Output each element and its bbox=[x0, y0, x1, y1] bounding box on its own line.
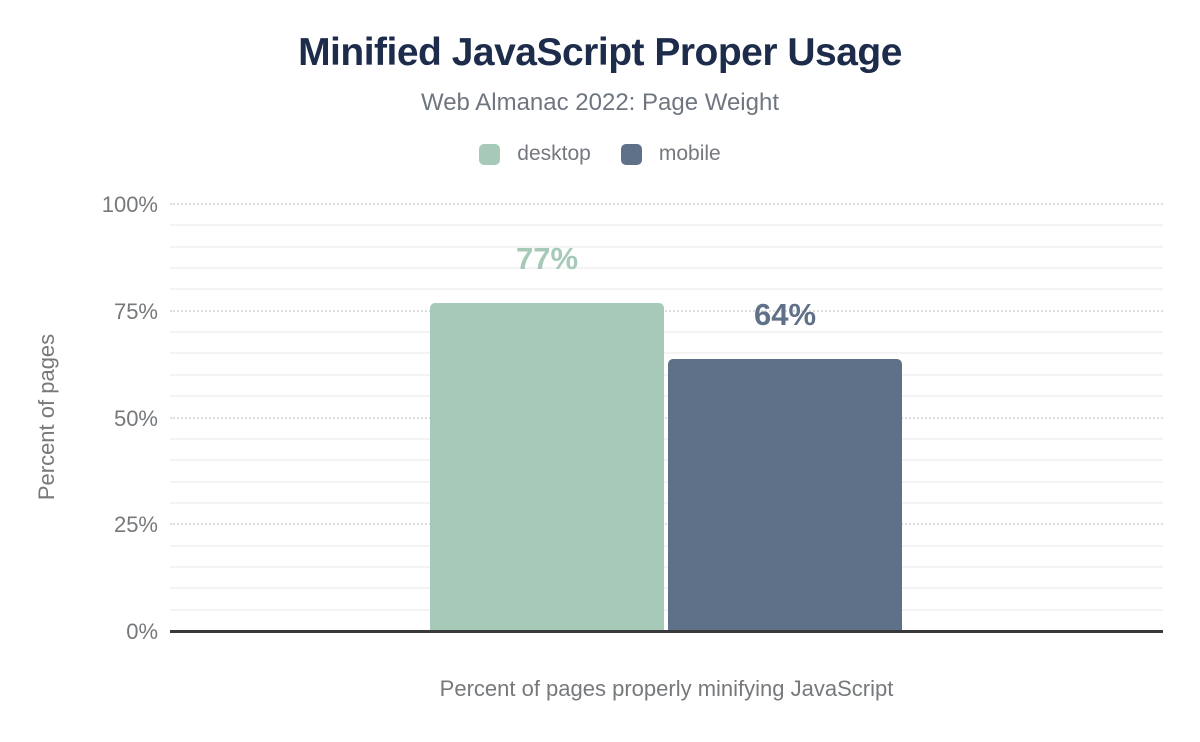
gridline-minor bbox=[170, 331, 1163, 334]
gridline-minor bbox=[170, 245, 1163, 248]
legend-item-mobile[interactable]: mobile bbox=[620, 142, 721, 166]
gridline-major bbox=[170, 416, 1163, 419]
gridline-major bbox=[170, 203, 1163, 205]
gridline-minor bbox=[170, 459, 1163, 462]
bar-mobile[interactable] bbox=[668, 358, 902, 632]
legend-label-desktop: desktop bbox=[517, 142, 591, 165]
desktop-swatch-icon bbox=[479, 143, 501, 165]
gridline-minor bbox=[170, 224, 1163, 227]
y-tick-label: 0% bbox=[126, 619, 158, 644]
y-tick-label: 75% bbox=[113, 298, 158, 324]
mobile-swatch-icon bbox=[620, 143, 642, 165]
gridline-minor bbox=[170, 437, 1163, 440]
chart-title: Minified JavaScript Proper Usage bbox=[298, 31, 902, 74]
gridline-minor bbox=[170, 267, 1163, 270]
gridline-minor bbox=[170, 608, 1163, 611]
legend: desktop mobile bbox=[0, 142, 1200, 166]
gridline-major bbox=[170, 523, 1163, 526]
gridline-minor bbox=[170, 395, 1163, 398]
y-tick-label: 50% bbox=[113, 405, 158, 431]
bar-value-desktop: 77% bbox=[515, 241, 579, 277]
gridline-minor bbox=[170, 544, 1163, 547]
x-axis-line bbox=[170, 630, 1163, 633]
chart-subtitle: Web Almanac 2022: Page Weight bbox=[420, 89, 779, 116]
gridline-minor bbox=[170, 480, 1163, 483]
bar-desktop[interactable] bbox=[430, 303, 664, 632]
gridline-minor bbox=[170, 501, 1163, 504]
x-axis-title: Percent of pages properly minifying Java… bbox=[439, 676, 894, 701]
bar-value-mobile: 64% bbox=[753, 296, 817, 332]
y-tick-label: 25% bbox=[113, 512, 158, 538]
gridline-minor bbox=[170, 373, 1163, 376]
legend-label-mobile: mobile bbox=[658, 142, 721, 165]
gridline-minor bbox=[170, 288, 1163, 291]
plot-area: 77% 64% bbox=[170, 203, 1163, 632]
gridline-minor bbox=[170, 352, 1163, 355]
y-tick-label: 100% bbox=[101, 192, 158, 217]
gridline-minor bbox=[170, 587, 1163, 590]
legend-item-desktop[interactable]: desktop bbox=[479, 142, 591, 166]
gridline-major bbox=[170, 309, 1163, 312]
gridline-minor bbox=[170, 565, 1163, 568]
